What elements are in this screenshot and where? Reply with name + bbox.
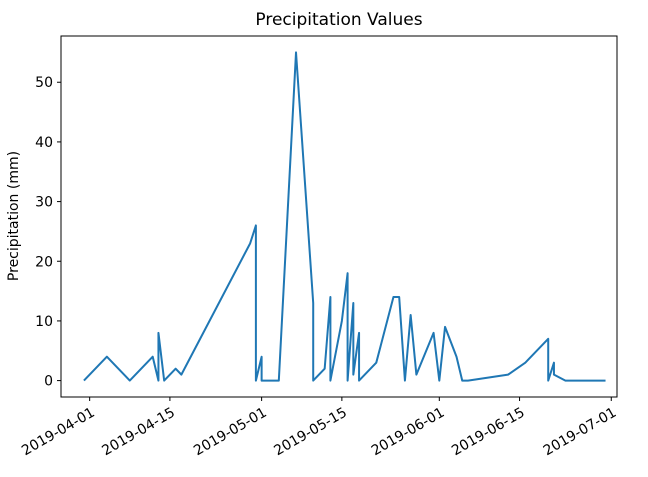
x-tick-label: 2019-06-15 [449,405,527,460]
y-tick-label: 10 [35,314,53,330]
y-tick-label: 50 [35,75,53,91]
x-tick-label: 2019-04-15 [99,405,177,460]
x-tick-label: 2019-07-01 [541,405,619,460]
y-tick-label: 40 [35,135,53,151]
y-axis-label: Precipitation (mm) [6,151,22,281]
y-axis: 0 10 20 30 40 50 [35,75,61,390]
x-tick-label: 2019-06-01 [369,405,447,460]
chart-title: Precipitation Values [255,10,422,30]
y-tick-label: 30 [35,195,53,211]
y-tick-label: 0 [44,374,53,390]
x-tick-label: 2019-04-01 [19,405,97,460]
plot-area [60,35,618,398]
x-tick-label: 2019-05-01 [191,405,269,460]
precipitation-series-line [83,51,606,382]
plot-frame [60,35,618,398]
x-axis: 2019-04-01 2019-04-15 2019-05-01 2019-05-15… [19,397,619,459]
y-tick-label: 20 [35,254,53,270]
x-tick-label: 2019-05-15 [271,405,349,460]
